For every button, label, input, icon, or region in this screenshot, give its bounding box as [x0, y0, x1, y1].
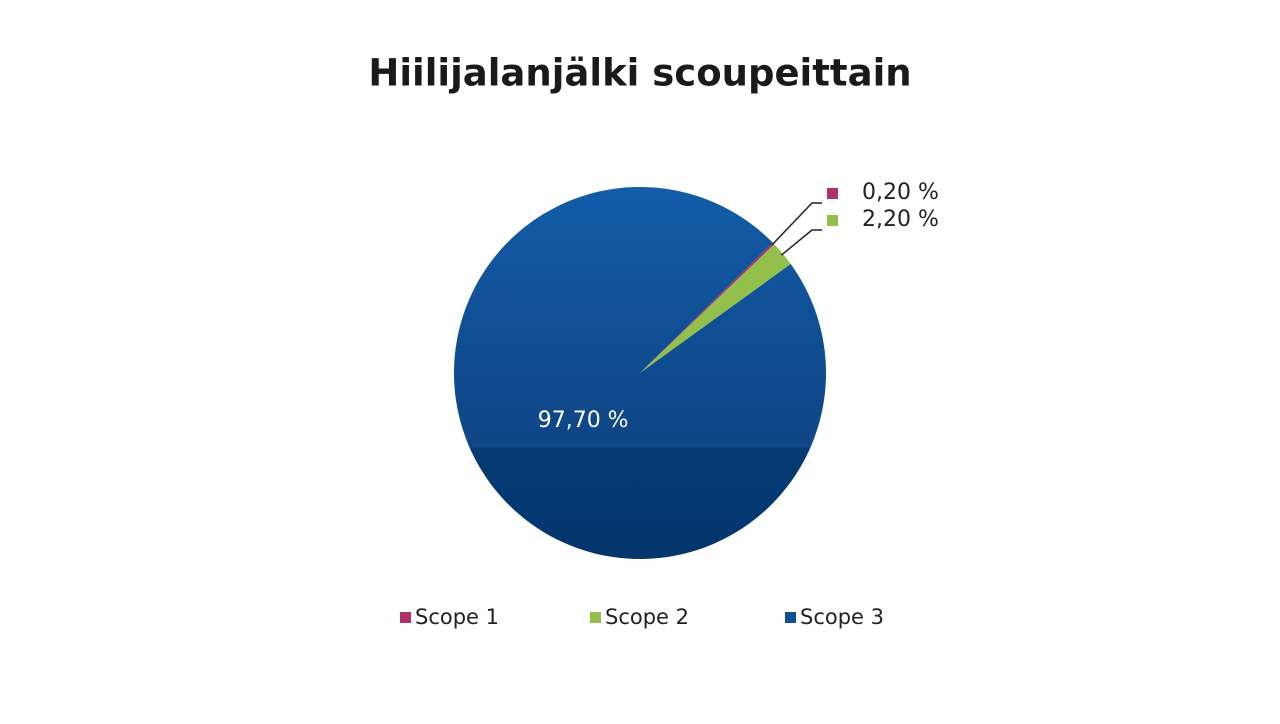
data-label: 97,70 %: [538, 408, 629, 433]
legend-label: Scope 2: [605, 605, 689, 629]
label-marker: [827, 215, 838, 226]
leader-line: [771, 202, 822, 246]
legend-swatch: [590, 612, 601, 623]
legend-swatch: [400, 612, 411, 623]
data-label: 2,20 %: [862, 207, 939, 232]
data-label: 0,20 %: [862, 180, 939, 205]
label-marker: [827, 188, 838, 199]
pie-slice: [640, 244, 791, 373]
legend-swatch: [785, 612, 796, 623]
pie-slice: [640, 242, 775, 373]
chart-title: Hiilijalanjälki scoupeittain: [368, 52, 911, 95]
leader-line: [780, 229, 822, 256]
legend-label: Scope 3: [800, 605, 884, 629]
pie-slice: [453, 186, 826, 559]
legend-label: Scope 1: [415, 605, 499, 629]
